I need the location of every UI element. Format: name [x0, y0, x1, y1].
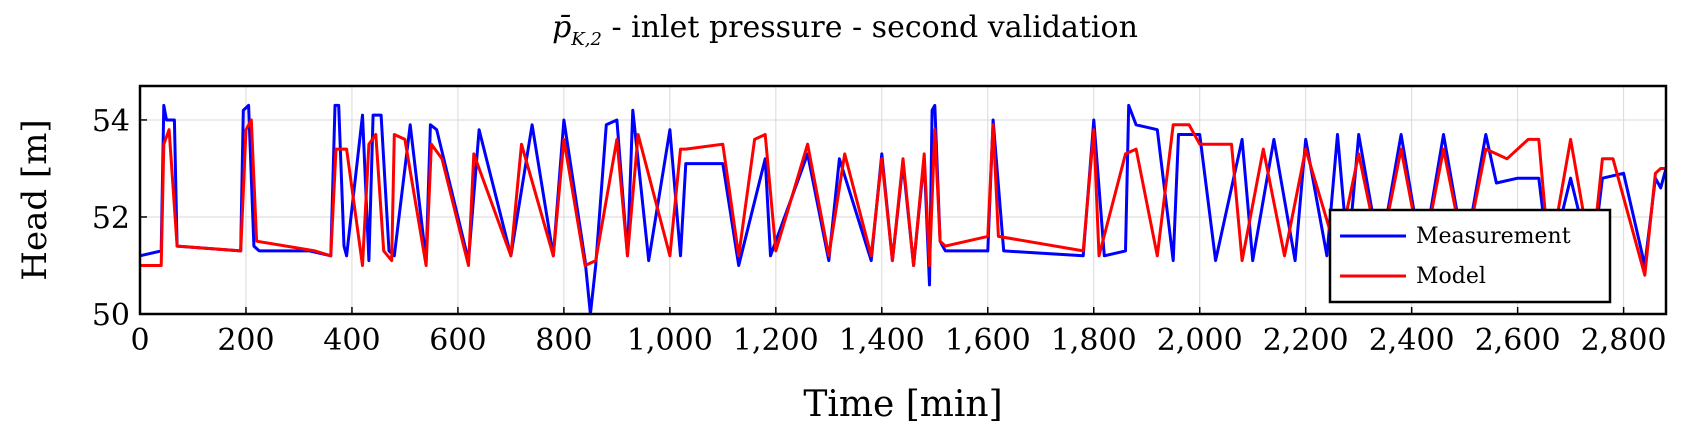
x-axis-label: Time [min] — [803, 384, 1002, 425]
x-tick-label: 800 — [535, 323, 592, 358]
x-tick-label: 200 — [217, 323, 274, 358]
x-tick-label: 1,600 — [945, 323, 1031, 358]
legend: Measurement Model — [1328, 208, 1612, 304]
x-tick-label: 1,000 — [627, 323, 713, 358]
series-line-model — [140, 118, 1666, 277]
y-tick-label: 50 — [92, 298, 130, 333]
x-tick-label: 400 — [323, 323, 380, 358]
x-tick-label: 600 — [429, 323, 486, 358]
y-tick-label: 54 — [92, 104, 130, 139]
x-tick-label: 2,600 — [1475, 323, 1561, 358]
x-tick-label: 2,400 — [1369, 323, 1455, 358]
y-tick-label: 52 — [92, 201, 130, 236]
title-text: - inlet pressure - second validation — [602, 10, 1138, 45]
x-tick-label: 0 — [130, 323, 149, 358]
x-tick-label: 2,200 — [1263, 323, 1349, 358]
legend-label-measurement: Measurement — [1416, 224, 1571, 249]
x-axis-ticks: 0 200 400 600 800 1,000 1,200 1,400 1,600 1,800 2,… — [130, 307, 1667, 358]
x-tick-label: 2,800 — [1581, 323, 1667, 358]
y-axis-ticks: 50 52 54 — [92, 104, 147, 333]
x-tick-label: 1,800 — [1051, 323, 1137, 358]
x-tick-label: 1,200 — [733, 323, 819, 358]
title-subscript: K,2 — [570, 29, 602, 50]
legend-label-model: Model — [1416, 264, 1486, 289]
plot-frame — [138, 84, 1668, 316]
x-tick-label: 1,400 — [839, 323, 925, 358]
chart-title: p̄K,2 - inlet pressure - second validati… — [552, 10, 1138, 50]
y-axis-label: Head [m] — [15, 119, 55, 280]
title-symbol: p̄ — [552, 10, 571, 45]
legend-box — [1328, 208, 1612, 304]
x-tick-label: 2,000 — [1157, 323, 1243, 358]
